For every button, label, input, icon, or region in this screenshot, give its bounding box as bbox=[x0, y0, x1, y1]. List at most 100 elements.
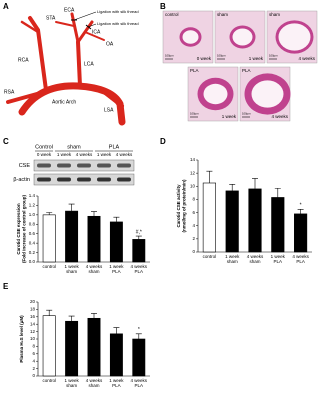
y-tick-label: 1.4 bbox=[29, 193, 36, 198]
x-tick-label: PLA bbox=[135, 383, 144, 388]
x-tick-label: 4 weeks bbox=[131, 378, 148, 383]
y-tick-label: 2 bbox=[32, 366, 35, 371]
y-axis-label-line: Carotid CSE expression bbox=[16, 203, 21, 255]
blot-time: 4 weeks bbox=[76, 152, 93, 157]
y-tick-label: 16 bbox=[30, 314, 36, 319]
histology-panel: control 0 week 100µm sham 1 week 100µm sham 4 w… bbox=[162, 10, 318, 122]
y-tick-label: 0.4 bbox=[29, 240, 36, 245]
bar bbox=[65, 320, 79, 377]
y-axis-label-line: (nmol/mg of protein/min) bbox=[182, 179, 187, 232]
error-bar bbox=[113, 327, 120, 334]
error-bar bbox=[274, 187, 281, 198]
x-tick-label: sham bbox=[227, 259, 238, 264]
error-bar bbox=[91, 211, 97, 217]
bar bbox=[65, 210, 79, 263]
vessel-lumen bbox=[278, 23, 311, 51]
y-tick-label: 6 bbox=[32, 351, 35, 356]
blot-group: sham bbox=[67, 144, 81, 150]
x-tick-label: PLA bbox=[112, 383, 121, 388]
y-axis-label: Carotid CSE activity(nmol/mg of protein/… bbox=[176, 179, 187, 232]
x-tick-label: 1 week bbox=[109, 264, 124, 269]
scale-label: 100µm bbox=[217, 54, 226, 58]
y-tick-label: 10 bbox=[30, 336, 36, 341]
image-time-label: 4 weeks bbox=[298, 56, 315, 61]
image-group-label: sham bbox=[217, 12, 228, 17]
y-tick-label: 8 bbox=[32, 344, 35, 349]
vessel-label: OA bbox=[106, 41, 114, 47]
image-time-label: 1 week bbox=[249, 56, 264, 61]
image-group-label: PLA bbox=[190, 68, 199, 73]
rca-branch bbox=[20, 20, 40, 34]
x-tick-label: 1 week bbox=[225, 254, 240, 259]
error-bar bbox=[91, 313, 97, 319]
x-tick-label: control bbox=[42, 378, 56, 383]
vessel-diagram bbox=[6, 11, 126, 126]
y-tick-label: 0 bbox=[192, 249, 195, 254]
y-tick-label: 6 bbox=[192, 210, 195, 215]
blot-time: 0 week bbox=[37, 152, 52, 157]
error-bar bbox=[297, 208, 304, 214]
x-tick-label: sham bbox=[88, 383, 99, 388]
x-tick-label: 4 weeks bbox=[131, 264, 148, 269]
lca bbox=[76, 40, 82, 88]
vessel-lumen bbox=[203, 83, 228, 105]
significance-note: #,* bbox=[136, 229, 142, 235]
error-bar bbox=[68, 203, 75, 212]
panel-label: B bbox=[160, 2, 166, 11]
bar bbox=[109, 333, 123, 377]
error-bar bbox=[46, 212, 53, 215]
bar bbox=[271, 197, 285, 253]
y-tick-label: 2 bbox=[192, 236, 195, 241]
y-tick-label: 20 bbox=[30, 299, 36, 304]
vessel-lumen bbox=[232, 28, 253, 46]
y-tick-label: 0 bbox=[32, 373, 35, 378]
x-tick-label: sham bbox=[66, 383, 77, 388]
error-bar bbox=[252, 178, 258, 189]
error-bar bbox=[229, 184, 236, 191]
error-bar bbox=[206, 170, 213, 183]
bar bbox=[202, 182, 216, 253]
x-tick-label: PLA bbox=[274, 259, 283, 264]
blot-protein: β-actin bbox=[13, 177, 30, 183]
y-tick-label: 14 bbox=[190, 157, 196, 162]
vessel-label: RSA bbox=[4, 89, 15, 95]
x-tick-label: 4 weeks bbox=[292, 254, 309, 259]
y-tick-label: 1.0 bbox=[29, 212, 36, 217]
image-time-label: 0 week bbox=[197, 56, 212, 61]
error-bar bbox=[135, 333, 142, 339]
panel-label: E bbox=[3, 282, 9, 291]
lsa bbox=[102, 90, 124, 108]
y-tick-label: 14 bbox=[30, 321, 36, 326]
y-tick-label: 8 bbox=[192, 197, 195, 202]
bar bbox=[87, 215, 101, 263]
blot-band bbox=[117, 163, 131, 168]
x-tick-label: 4 weeks bbox=[86, 264, 103, 269]
y-tick-label: 0.6 bbox=[29, 231, 36, 236]
error-bar bbox=[68, 315, 75, 322]
y-tick-label: 12 bbox=[30, 329, 36, 334]
image-group-label: sham bbox=[269, 12, 280, 17]
y-tick-label: 4 bbox=[32, 358, 35, 363]
sta bbox=[55, 21, 75, 27]
y-axis-label-line: Plasma H₂S level (μM) bbox=[19, 315, 24, 363]
x-tick-label: PLA bbox=[296, 259, 305, 264]
bar bbox=[87, 317, 101, 377]
scale-label: 100µm bbox=[190, 112, 199, 116]
y-axis-label-line: (Fold increase of control group) bbox=[22, 195, 27, 264]
x-tick-label: sham bbox=[249, 259, 260, 264]
image-group-label: control bbox=[165, 12, 179, 17]
x-tick-label: 4 weeks bbox=[86, 378, 103, 383]
y-tick-label: 0.2 bbox=[29, 250, 36, 255]
y-axis-label: Plasma H₂S level (μM) bbox=[19, 315, 24, 363]
ligation bbox=[85, 24, 92, 30]
bar bbox=[294, 213, 308, 253]
blot-band bbox=[97, 163, 111, 168]
blot-band bbox=[77, 177, 91, 182]
blot-band bbox=[117, 177, 131, 182]
blot-band bbox=[37, 163, 51, 168]
blot-time: 1 week bbox=[57, 152, 72, 157]
x-tick-label: PLA bbox=[112, 269, 121, 274]
x-tick-label: PLA bbox=[135, 269, 144, 274]
